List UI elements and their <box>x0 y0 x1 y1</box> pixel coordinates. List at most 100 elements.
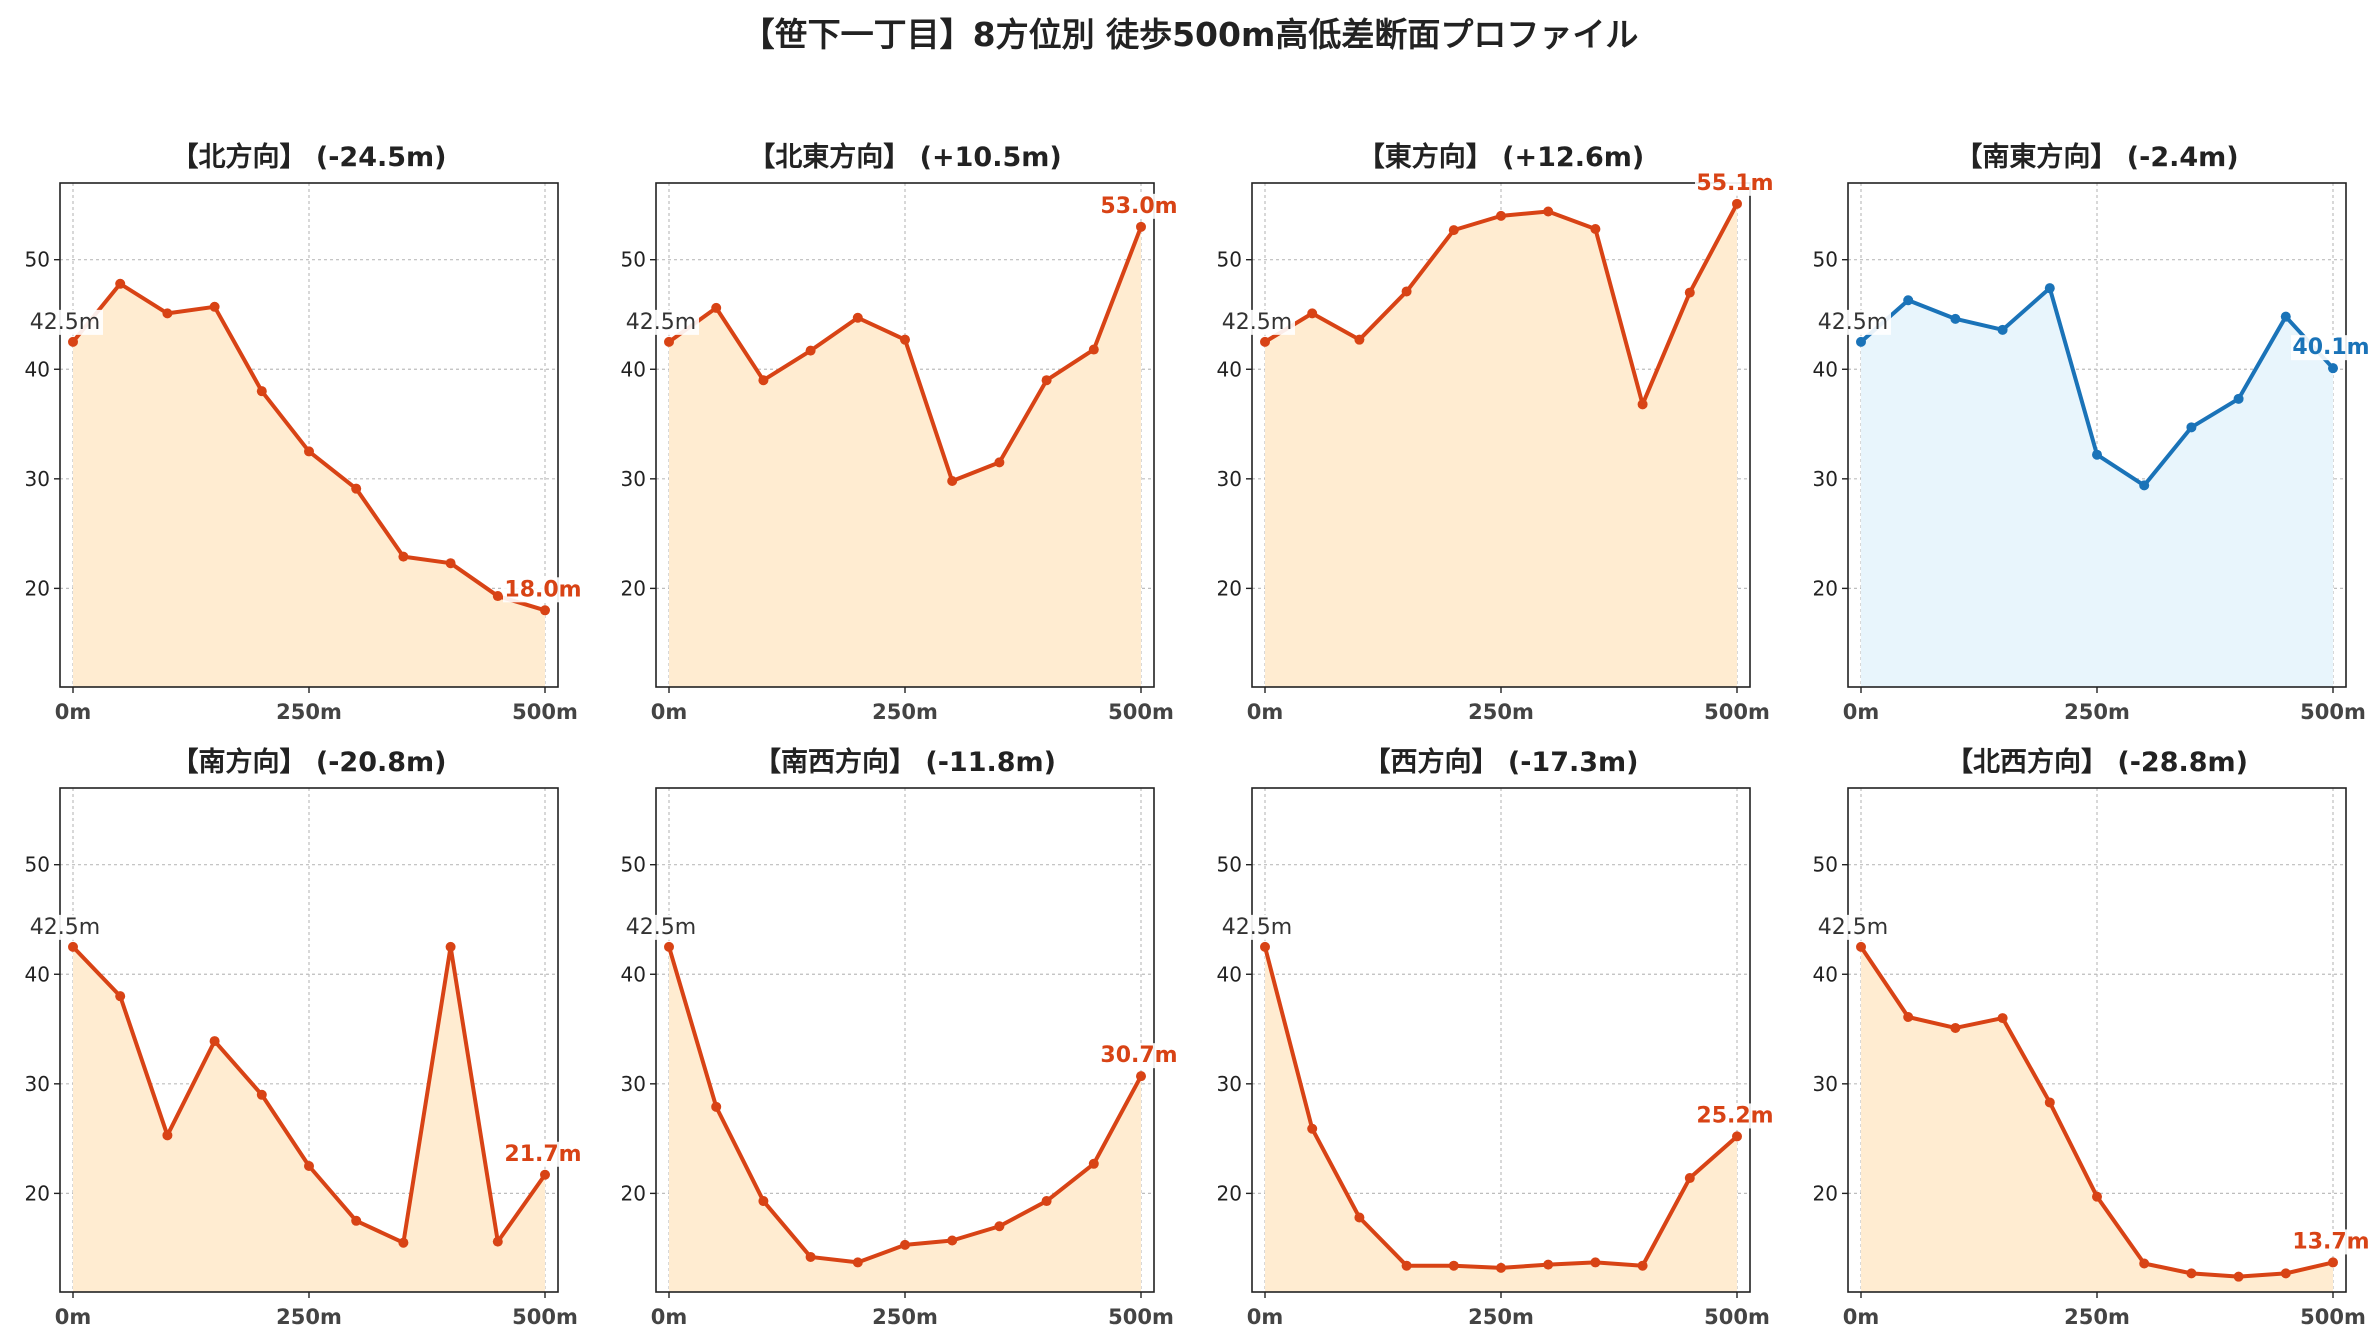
data-point <box>209 1036 220 1047</box>
data-point <box>1136 221 1146 232</box>
end-elevation-label: 21.7m <box>504 1142 581 1167</box>
end-elevation-label: 18.0m <box>504 577 581 602</box>
data-point <box>1997 324 2008 335</box>
data-point <box>115 278 126 289</box>
data-point <box>1997 1013 2008 1024</box>
end-label-box <box>503 1141 583 1167</box>
y-tick-label: 40 <box>621 962 646 986</box>
x-tick-label: 0m <box>1247 700 1284 724</box>
end-elevation-label: 53.0m <box>1100 194 1177 219</box>
data-point <box>1496 210 1506 221</box>
data-point <box>664 941 674 952</box>
data-point <box>351 1215 362 1226</box>
start-label-box <box>27 309 103 335</box>
area-fill <box>73 946 545 1292</box>
x-tick-label: 250m <box>276 1305 342 1329</box>
data-point <box>1950 1022 1961 1033</box>
x-tick-label: 0m <box>651 700 688 724</box>
end-elevation-label: 13.7m <box>2292 1229 2369 1254</box>
data-point <box>711 1101 722 1112</box>
data-point <box>1401 1260 1412 1271</box>
data-point <box>2186 1268 2197 1279</box>
data-point <box>1041 1196 1052 1207</box>
x-tick-label: 0m <box>55 1305 92 1329</box>
y-tick-label: 50 <box>621 853 646 877</box>
start-label-box <box>27 914 103 940</box>
y-tick-label: 40 <box>25 357 50 381</box>
y-tick-label: 20 <box>1217 576 1242 600</box>
data-point <box>2328 363 2338 374</box>
y-tick-label: 40 <box>1217 962 1242 986</box>
data-point <box>852 1257 863 1268</box>
x-tick-label: 0m <box>651 1305 688 1329</box>
data-point <box>1732 1131 1742 1142</box>
y-tick-label: 20 <box>1217 1181 1242 1205</box>
data-point <box>540 605 550 616</box>
panel-title: 【南方向】 (-20.8m) <box>171 746 446 778</box>
y-tick-label: 50 <box>25 853 50 877</box>
panel-title: 【北東方向】 (+10.5m) <box>748 141 1061 173</box>
x-tick-label: 500m <box>512 1305 578 1329</box>
y-tick-label: 40 <box>25 962 50 986</box>
data-point <box>1401 286 1412 297</box>
start-elevation-label: 42.5m <box>1818 310 1888 335</box>
start-elevation-label: 42.5m <box>626 915 696 940</box>
data-point <box>398 1237 409 1248</box>
start-elevation-label: 42.5m <box>626 310 696 335</box>
data-point <box>68 941 78 952</box>
area-fill <box>669 226 1141 687</box>
data-point <box>1684 1173 1695 1184</box>
panel-title: 【南西方向】 (-11.8m) <box>754 746 1056 778</box>
data-point <box>805 1251 816 1262</box>
end-label-box <box>1695 170 1775 196</box>
panel-title: 【西方向】 (-17.3m) <box>1363 746 1638 778</box>
x-tick-label: 0m <box>1247 1305 1284 1329</box>
data-point <box>1732 198 1742 209</box>
start-elevation-label: 42.5m <box>1222 915 1292 940</box>
x-tick-label: 500m <box>1108 700 1174 724</box>
data-point <box>351 483 362 494</box>
data-point <box>1448 1260 1459 1271</box>
end-elevation-label: 30.7m <box>1100 1043 1177 1068</box>
y-tick-label: 40 <box>621 357 646 381</box>
x-tick-label: 500m <box>1704 1305 1770 1329</box>
data-point <box>304 446 314 457</box>
area-fill <box>1861 946 2333 1292</box>
x-tick-label: 250m <box>2064 1305 2130 1329</box>
data-point <box>1903 295 1914 306</box>
data-point <box>1088 344 1099 355</box>
data-point <box>2233 1271 2244 1282</box>
y-tick-label: 30 <box>621 467 646 491</box>
y-tick-label: 20 <box>25 1181 50 1205</box>
data-point <box>994 1221 1005 1232</box>
data-point <box>1856 941 1866 952</box>
y-tick-label: 50 <box>1217 248 1242 272</box>
data-point <box>805 345 816 356</box>
end-elevation-label: 55.1m <box>1696 171 1773 196</box>
data-point <box>1856 336 1866 347</box>
data-point <box>492 591 503 602</box>
y-tick-label: 50 <box>621 248 646 272</box>
x-tick-label: 0m <box>1843 700 1880 724</box>
data-point <box>445 941 456 952</box>
y-tick-label: 50 <box>1813 853 1838 877</box>
data-point <box>1637 399 1648 410</box>
y-tick-label: 30 <box>1813 467 1838 491</box>
data-point <box>1307 308 1318 319</box>
data-point <box>1354 334 1365 345</box>
end-elevation-label: 25.2m <box>1696 1103 1773 1128</box>
data-point <box>1903 1011 1914 1022</box>
x-tick-label: 500m <box>1704 700 1770 724</box>
data-point <box>256 1089 267 1100</box>
data-point <box>1590 1257 1601 1268</box>
data-point <box>1590 224 1601 235</box>
x-tick-label: 250m <box>872 1305 938 1329</box>
x-tick-label: 250m <box>872 700 938 724</box>
data-point <box>1448 225 1459 236</box>
area-fill <box>1265 203 1737 688</box>
data-point <box>398 551 409 562</box>
start-label-box <box>1219 914 1295 940</box>
start-label-box <box>1815 914 1891 940</box>
